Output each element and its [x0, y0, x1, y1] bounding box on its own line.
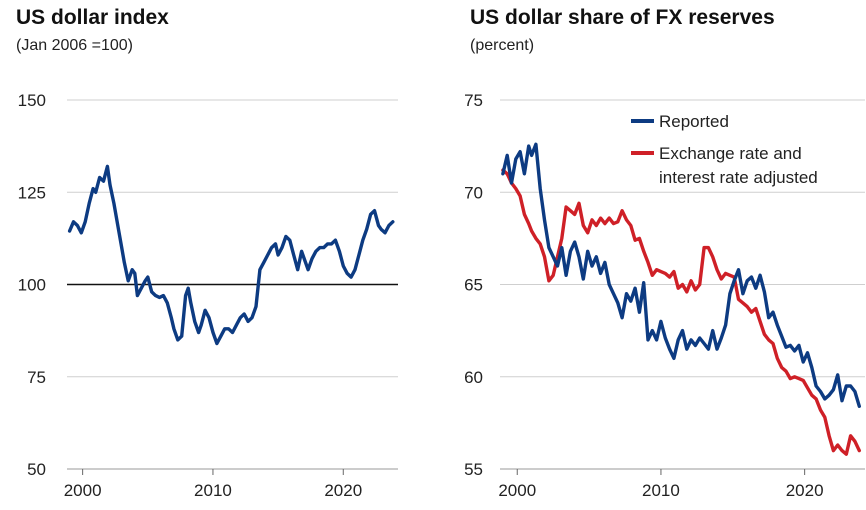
right-x-tick-label-2010: 2010 — [642, 481, 680, 500]
legend-label-0: Reported — [659, 112, 729, 131]
left-y-tick-label-125: 125 — [18, 183, 46, 202]
left-series-line-index — [67, 164, 395, 346]
right-y-tick-label-60: 60 — [464, 368, 483, 387]
us-dollar-share-chart: 55 60 65 70 75 2000 2010 2020 Reported Exchange r… — [464, 91, 865, 500]
right-x-tick-label-2000: 2000 — [498, 481, 536, 500]
left-x-tick-label-2000: 2000 — [64, 481, 102, 500]
left-x-tick-label-2020: 2020 — [324, 481, 362, 500]
right-chart-subtitle: (percent) — [470, 37, 535, 54]
left-x-tick-label-2010: 2010 — [194, 481, 232, 500]
us-dollar-index-chart: 50 75 100 125 150 2000 2010 2020 — [18, 91, 398, 500]
right-y-tick-label-70: 70 — [464, 183, 483, 202]
right-y-tick-label-75: 75 — [464, 91, 483, 110]
right-series-line-exchange-rate-and-interest-rate-adjusted — [501, 168, 861, 456]
right-y-tick-label-65: 65 — [464, 276, 483, 295]
right-y-tick-label-55: 55 — [464, 460, 483, 479]
right-x-tick-label-2020: 2020 — [786, 481, 824, 500]
right-series-line-reported — [501, 142, 861, 408]
left-y-tick-label-100: 100 — [18, 276, 46, 295]
right-chart-title: US dollar share of FX reserves — [470, 6, 775, 29]
legend-label-1: Exchange rate and interest rate adjusted — [659, 144, 818, 187]
left-chart-title: US dollar index — [16, 6, 169, 29]
left-y-tick-label-50: 50 — [27, 460, 46, 479]
left-y-tick-label-75: 75 — [27, 368, 46, 387]
left-chart-subtitle: (Jan 2006 =100) — [16, 37, 133, 54]
left-y-tick-label-150: 150 — [18, 91, 46, 110]
